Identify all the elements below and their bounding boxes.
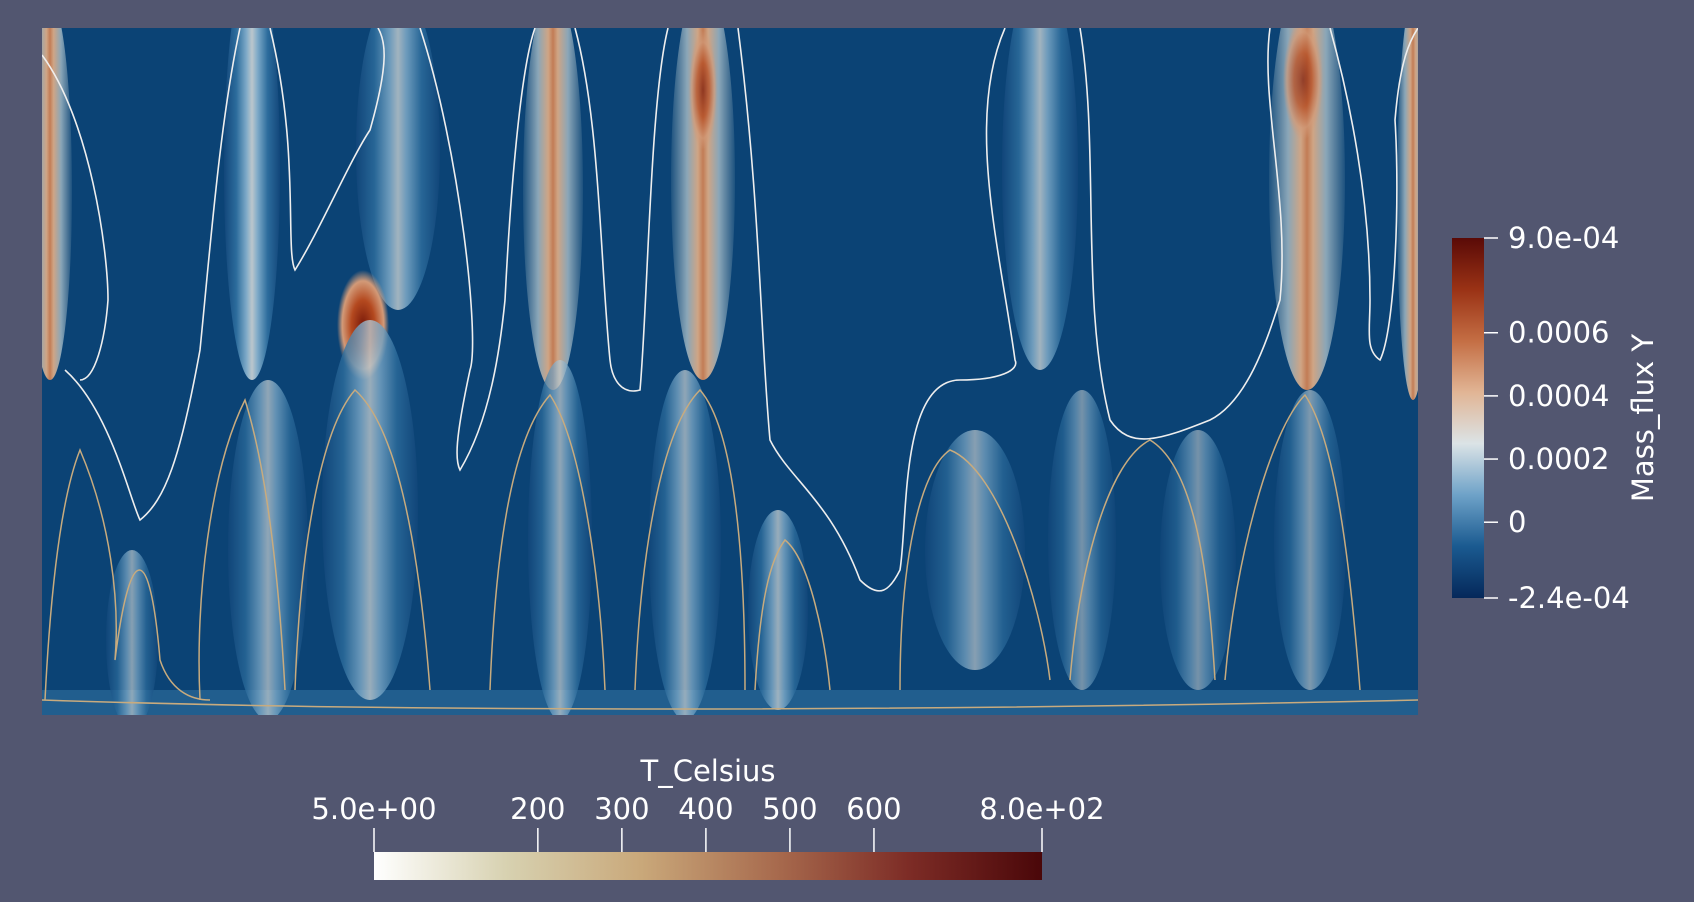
mass-flux-tick-label: 0.0004 — [1508, 379, 1609, 413]
temperature-tick-label: 300 — [594, 792, 649, 826]
convection-cell — [106, 550, 158, 715]
convection-cell — [528, 360, 592, 715]
convection-cell — [925, 430, 1025, 670]
plume-column — [1397, 28, 1418, 400]
temperature-tick-label: 600 — [846, 792, 901, 826]
temperature-tick-label: 8.0e+02 — [979, 792, 1104, 826]
plume-column — [42, 28, 72, 380]
mass-flux-colorbar-title: Mass_flux Y — [1626, 334, 1660, 503]
convection-cell — [1160, 430, 1236, 690]
mass-flux-tick-label: 0.0002 — [1508, 442, 1609, 476]
temperature-tick-label: 500 — [762, 792, 817, 826]
convection-cell — [1048, 390, 1116, 690]
mass-flux-colorbar-gradient — [1452, 238, 1484, 598]
plume-column — [671, 28, 735, 380]
mass-flux-colorbar: 9.0e-04 0.0006 0.0004 0.0002 0 -2.4e-04 Mass_… — [1452, 221, 1660, 615]
temperature-colorbar-gradient — [374, 852, 1042, 880]
mass-flux-tick-label: 0 — [1508, 505, 1526, 539]
plume-column — [523, 28, 583, 390]
temperature-tick-label: 200 — [510, 792, 565, 826]
temperature-contours-high — [42, 388, 1418, 710]
plume-column — [356, 28, 440, 310]
hot-core — [689, 30, 717, 150]
field-plot — [42, 28, 1418, 715]
convection-cell — [649, 370, 721, 715]
convection-cell — [322, 320, 418, 700]
convection-cell — [748, 510, 808, 710]
temperature-contours-low — [42, 28, 1418, 592]
plume-column — [224, 28, 280, 380]
mass-flux-tick-label: -2.4e-04 — [1508, 581, 1630, 615]
temperature-tick-label: 400 — [678, 792, 733, 826]
convection-cell — [1274, 390, 1346, 690]
temperature-colorbar-title: T_Celsius — [639, 754, 775, 788]
mass-flux-tick-label: 0.0006 — [1508, 316, 1609, 350]
hot-core — [1283, 28, 1323, 140]
convection-cell — [228, 380, 308, 715]
mass-flux-tick-label: 9.0e-04 — [1508, 221, 1619, 255]
temperature-colorbar: T_Celsius 5.0e+00 200 300 400 500 600 8.0e+02 — [311, 754, 1105, 880]
plume-column — [1002, 28, 1078, 370]
temperature-tick-label: 5.0e+00 — [311, 792, 436, 826]
